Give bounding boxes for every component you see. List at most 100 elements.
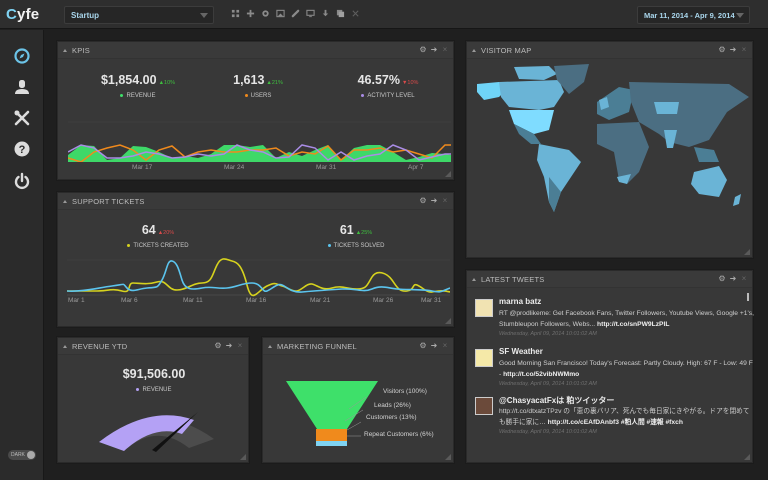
close-icon[interactable]: ×	[442, 45, 448, 54]
resize-handle[interactable]	[445, 454, 451, 460]
theme-toggle[interactable]: DARK	[8, 450, 36, 460]
funnel-label-customers: Customers (13%)	[366, 414, 417, 421]
tweet-body: http://t.co/dtxatzTPzv の「恵の裏バリア、死んでも毎日家に…	[499, 408, 750, 426]
widget-title: SUPPORT TICKETS	[72, 197, 145, 206]
close-icon[interactable]	[351, 9, 360, 18]
logo[interactable]: Cyfe	[6, 6, 40, 23]
avatar	[475, 349, 493, 367]
collapse-icon[interactable]	[63, 345, 67, 348]
kpi-delta: ▲10%	[158, 80, 176, 86]
x-axis-label: Mar 6	[121, 297, 138, 304]
close-icon[interactable]: ×	[237, 341, 243, 350]
widget-header[interactable]: VISITOR MAP ⚙ ➜ ×	[467, 42, 752, 59]
tweet-time: Wednesday, April 09, 2014 10:01:02 AM	[499, 331, 597, 337]
user-icon[interactable]	[13, 78, 31, 96]
arrow-right-icon[interactable]: ➜	[225, 341, 233, 350]
tweet-item[interactable]: marna batz RT @prodlikeme: Get Facebook …	[475, 297, 754, 343]
kpi-label: ACTIVITY LEVEL	[367, 93, 415, 99]
resize-handle[interactable]	[744, 454, 750, 460]
widget-header[interactable]: KPIS ⚙ ➜ ×	[58, 42, 453, 59]
x-axis-label: Apr 7	[408, 164, 424, 171]
collapse-icon[interactable]	[63, 49, 67, 52]
arrow-right-icon[interactable]: ➜	[729, 45, 737, 54]
widget-title: KPIS	[72, 46, 90, 55]
legend-dot	[127, 243, 131, 247]
arrow-right-icon[interactable]: ➜	[430, 341, 438, 350]
dashboard-select-value: Startup	[71, 11, 99, 20]
compass-icon[interactable]	[13, 47, 31, 65]
resize-handle[interactable]	[445, 171, 451, 177]
x-axis-label: Mar 31	[316, 164, 337, 171]
widget-title: MARKETING FUNNEL	[277, 342, 357, 351]
gear-icon[interactable]: ⚙	[718, 274, 726, 283]
widget-header[interactable]: LATEST TWEETS ⚙ ➜ ×	[467, 271, 752, 288]
kpi-label: REVENUE	[126, 93, 156, 99]
scrollbar[interactable]	[747, 293, 749, 301]
widget-header[interactable]: REVENUE YTD ⚙ ➜ ×	[58, 338, 248, 355]
x-axis-label: Mar 26	[373, 297, 394, 304]
gear-icon[interactable]: ⚙	[419, 45, 427, 54]
stat-label: TICKETS CREATED	[133, 243, 189, 249]
tweet-link[interactable]: http://t.co/snPW9LzPlL	[597, 321, 670, 328]
marketing-funnel-widget: MARKETING FUNNEL ⚙ ➜ × Visitors (100%) L…	[262, 337, 454, 463]
svg-text:?: ?	[19, 144, 26, 156]
kpi-delta: ▲21%	[266, 80, 283, 86]
gear-icon[interactable]	[261, 9, 270, 18]
widget-header[interactable]: SUPPORT TICKETS ⚙ ➜ ×	[58, 193, 453, 210]
funnel-label-repeat-customers: Repeat Customers (6%)	[364, 431, 434, 438]
tweet-link[interactable]: http://t.co/cEAfDAnbf3 #粕人間 #速報 #fxch	[547, 419, 683, 426]
x-axis-label: Mar 11	[183, 297, 203, 304]
tweet-author: @ChasyacatFxは 粕ツイッター	[499, 396, 615, 405]
gear-icon[interactable]: ⚙	[419, 196, 427, 205]
gear-icon[interactable]: ⚙	[419, 341, 427, 350]
resize-handle[interactable]	[240, 454, 246, 460]
revenue-ytd-widget: REVENUE YTD ⚙ ➜ × $91,506.00 REVENUE	[57, 337, 249, 463]
tweet-link[interactable]: http://t.co/52vibNWMmo	[503, 371, 580, 378]
gear-icon[interactable]: ⚙	[718, 45, 726, 54]
close-icon[interactable]: ×	[741, 274, 747, 283]
stat-value: 64	[141, 223, 156, 237]
close-icon[interactable]: ×	[442, 196, 448, 205]
kpi-users: 1,613 ▲21% USERS	[213, 71, 303, 99]
legend-dot	[361, 93, 365, 97]
support-tickets-widget: SUPPORT TICKETS ⚙ ➜ × 64 ▲20% TICKETS CRE…	[57, 192, 454, 327]
image-icon[interactable]	[276, 9, 285, 18]
collapse-icon[interactable]	[472, 278, 476, 281]
collapse-icon[interactable]	[63, 200, 67, 203]
close-icon[interactable]: ×	[741, 45, 747, 54]
world-map[interactable]	[469, 62, 752, 242]
collapse-icon[interactable]	[268, 345, 272, 348]
revenue-ytd-value: $91,506.00	[122, 367, 186, 381]
tools-icon[interactable]	[13, 109, 31, 127]
tweet-time: Wednesday, April 09, 2014 10:01:02 AM	[499, 381, 597, 387]
tweet-item[interactable]: @ChasyacatFxは 粕ツイッター http://t.co/dtxatzT…	[475, 395, 750, 441]
stat-delta: ▲25%	[355, 230, 373, 236]
grid-icon[interactable]	[231, 9, 240, 18]
tweet-item[interactable]: SF Weather Good Morning San Francisco! T…	[475, 347, 753, 393]
collapse-icon[interactable]	[472, 49, 476, 52]
download-icon[interactable]	[321, 9, 330, 18]
date-range-select[interactable]: Mar 11, 2014 - Apr 9, 2014	[637, 6, 750, 24]
arrow-right-icon[interactable]: ➜	[430, 196, 438, 205]
theme-toggle-label: DARK	[11, 452, 25, 458]
kpi-label: USERS	[250, 93, 272, 99]
x-axis-label: Mar 21	[310, 297, 331, 304]
plus-icon[interactable]	[246, 9, 255, 18]
monitor-icon[interactable]	[306, 9, 315, 18]
power-icon[interactable]	[13, 172, 31, 190]
stat-value: 61	[339, 223, 354, 237]
arrow-right-icon[interactable]: ➜	[729, 274, 737, 283]
widget-header[interactable]: MARKETING FUNNEL ⚙ ➜ ×	[263, 338, 453, 355]
date-range-value: Mar 11, 2014 - Apr 9, 2014	[644, 11, 735, 20]
arrow-right-icon[interactable]: ➜	[430, 45, 438, 54]
x-axis-label: Mar 31	[421, 297, 442, 304]
link-icon[interactable]	[291, 9, 300, 18]
copy-icon[interactable]	[336, 9, 345, 18]
gear-icon[interactable]: ⚙	[214, 341, 222, 350]
dashboard-select[interactable]: Startup	[64, 6, 214, 24]
resize-handle[interactable]	[445, 318, 451, 324]
resize-handle[interactable]	[744, 249, 750, 255]
help-icon[interactable]: ?	[13, 140, 31, 158]
close-icon[interactable]: ×	[442, 341, 448, 350]
x-axis-label: Mar 16	[246, 297, 267, 304]
